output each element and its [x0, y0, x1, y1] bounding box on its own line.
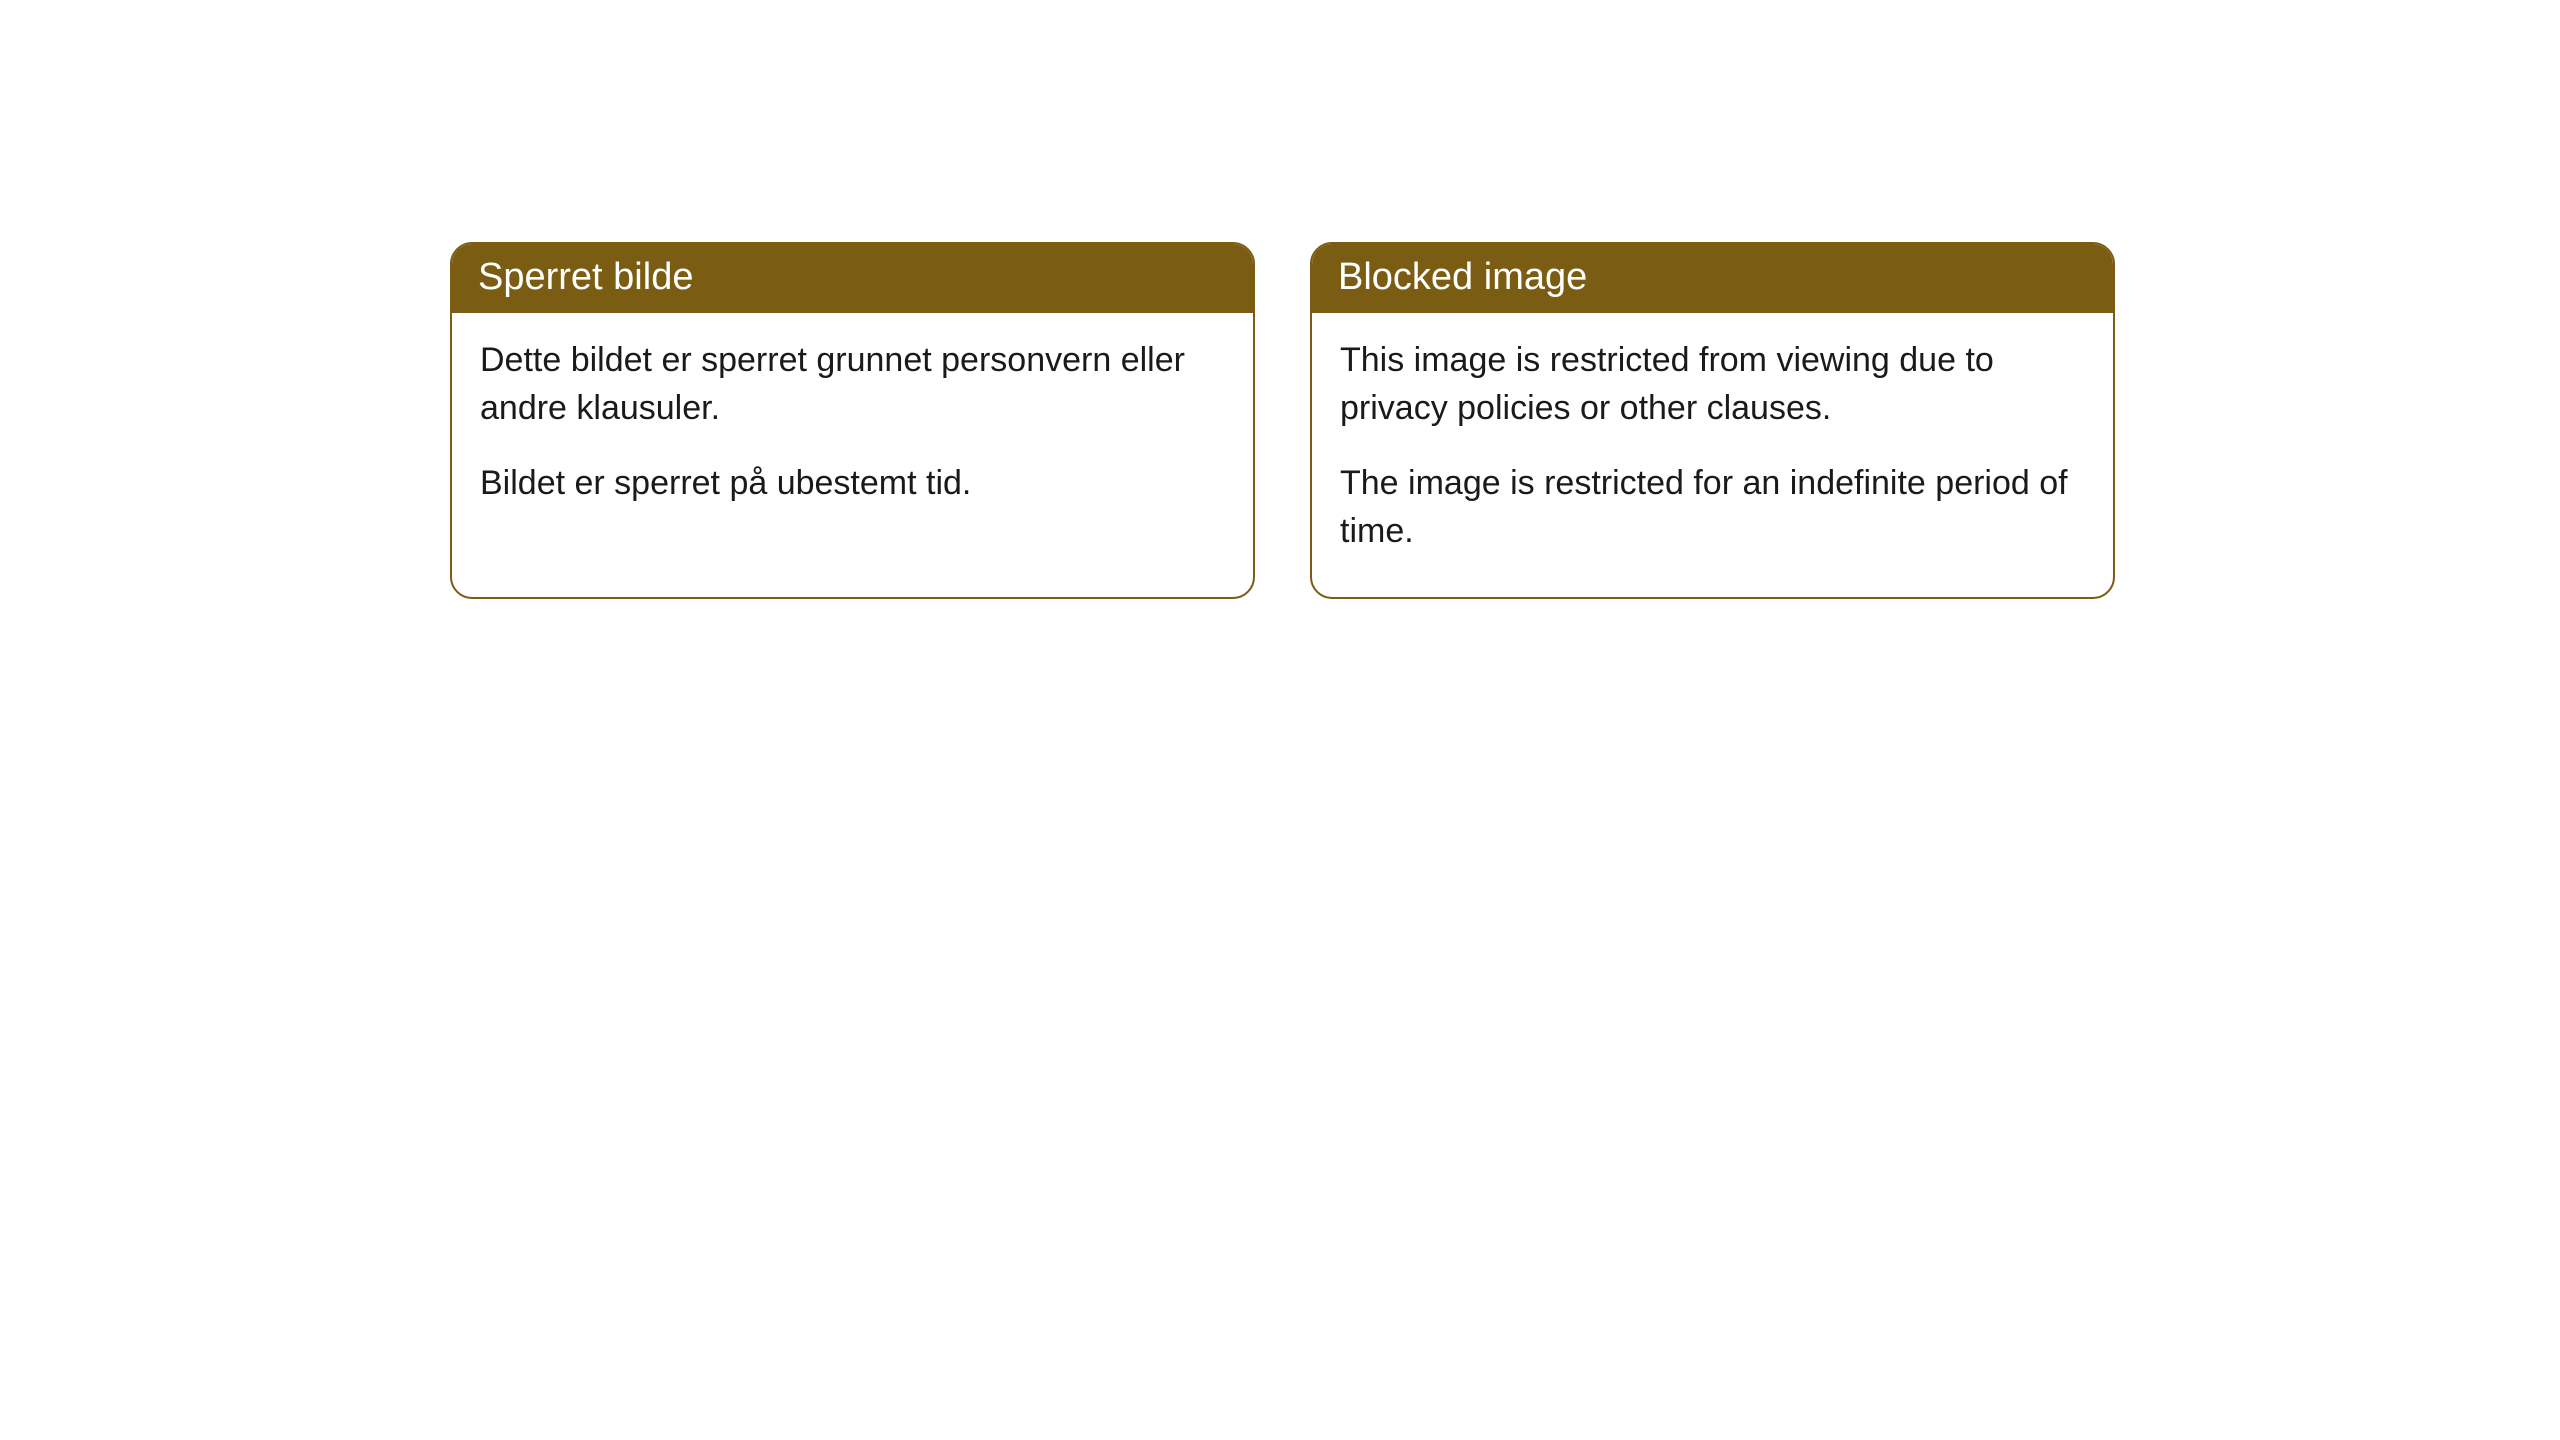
notice-cards-container: Sperret bilde Dette bildet er sperret gr… — [450, 242, 2115, 599]
card-title: Sperret bilde — [478, 256, 693, 298]
card-paragraph: Dette bildet er sperret grunnet personve… — [480, 337, 1225, 432]
card-header: Sperret bilde — [452, 244, 1253, 313]
card-title: Blocked image — [1338, 256, 1587, 298]
card-paragraph: This image is restricted from viewing du… — [1340, 337, 2085, 432]
card-body: Dette bildet er sperret grunnet personve… — [452, 313, 1253, 550]
card-paragraph: Bildet er sperret på ubestemt tid. — [480, 460, 1225, 508]
blocked-image-card-en: Blocked image This image is restricted f… — [1310, 242, 2115, 599]
card-body: This image is restricted from viewing du… — [1312, 313, 2113, 597]
card-header: Blocked image — [1312, 244, 2113, 313]
card-paragraph: The image is restricted for an indefinit… — [1340, 460, 2085, 555]
blocked-image-card-no: Sperret bilde Dette bildet er sperret gr… — [450, 242, 1255, 599]
